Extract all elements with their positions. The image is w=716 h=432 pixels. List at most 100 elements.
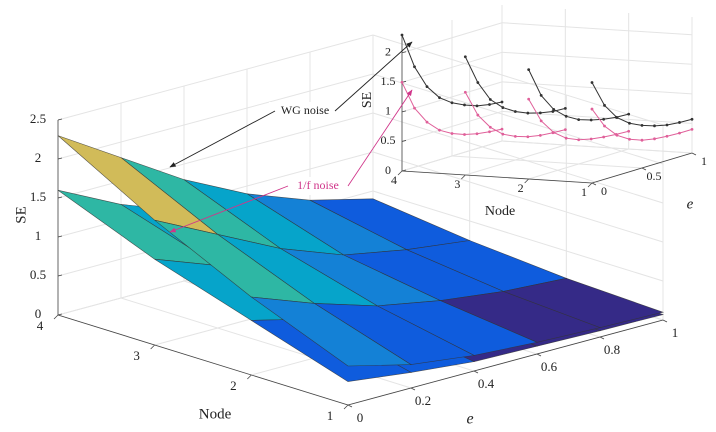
grid-line (451, 155, 643, 169)
z-tick (57, 313, 63, 316)
point (527, 97, 531, 101)
point (463, 55, 467, 59)
point (589, 137, 593, 141)
z-axis-label: SE (13, 206, 29, 224)
point (463, 103, 466, 107)
z-tick (57, 196, 63, 199)
point (513, 134, 517, 138)
point (602, 117, 606, 121)
point (603, 103, 606, 107)
x-tick (150, 344, 155, 350)
point (602, 135, 606, 139)
grid-line (401, 140, 503, 172)
y-tick (691, 152, 697, 156)
point (614, 133, 618, 136)
x-axis (57, 314, 349, 406)
point (665, 134, 669, 138)
x-axis (401, 170, 593, 184)
y-tick-label: 0.4 (478, 376, 495, 391)
point (463, 133, 466, 136)
z-tick (57, 235, 63, 238)
point (425, 85, 429, 89)
point (563, 106, 567, 110)
point (665, 123, 669, 127)
z-tick-label: 0 (35, 306, 42, 321)
point (513, 110, 517, 113)
point (653, 137, 656, 141)
grid-line (372, 190, 664, 282)
y-tick-label: 0.2 (415, 393, 431, 408)
annotation: WG noise (281, 103, 329, 117)
grid-line (372, 73, 664, 165)
y-axis-label: e (687, 196, 694, 212)
point (628, 121, 631, 125)
point (614, 115, 618, 119)
z-tick-label: 1.5 (381, 74, 396, 88)
point (501, 106, 505, 109)
x-tick-label: 1 (327, 408, 334, 423)
z-tick-label: 0.5 (30, 267, 46, 282)
point (628, 137, 631, 141)
point (400, 80, 404, 84)
z-tick (401, 169, 407, 172)
y-tick-label: 0 (601, 184, 607, 198)
point (476, 81, 480, 84)
y-tick (641, 167, 647, 171)
x-tick-label: 2 (230, 378, 237, 393)
point (488, 130, 491, 134)
x-tick-label: 3 (133, 348, 140, 363)
point (475, 132, 479, 136)
y-tick-label: 0 (357, 410, 364, 425)
grid-line (401, 51, 503, 83)
z-tick (57, 118, 63, 121)
z-tick-label: 2 (385, 44, 391, 58)
x-tick-label: 4 (37, 318, 44, 333)
point (551, 131, 555, 135)
x-tick-label: 2 (518, 181, 524, 195)
y-tick-label: 0.8 (604, 342, 620, 357)
point (590, 81, 594, 84)
point (627, 129, 631, 133)
grid-line (501, 81, 693, 95)
point (463, 90, 467, 94)
y-tick (662, 319, 668, 323)
point (450, 101, 454, 105)
point (413, 65, 416, 69)
grid-line (401, 110, 503, 142)
point (500, 100, 504, 104)
y-tick-label: 1 (701, 154, 707, 168)
z-tick (57, 157, 63, 160)
point (488, 103, 491, 106)
point (640, 124, 644, 127)
z-tick-label: 0 (385, 163, 391, 177)
z-tick-label: 1 (35, 228, 42, 243)
grid-line (372, 112, 664, 204)
point (564, 114, 568, 118)
y-axis (347, 319, 664, 406)
x-tick-label: 4 (391, 173, 397, 187)
point (627, 112, 631, 116)
point (488, 98, 492, 101)
point (690, 117, 694, 121)
annotation-arrow (169, 110, 276, 168)
point (400, 33, 404, 37)
grid-line (57, 112, 374, 199)
x-tick (397, 170, 403, 176)
point (475, 104, 479, 108)
z-axis-label: SE (360, 92, 375, 108)
x-tick (247, 374, 252, 380)
point (500, 127, 504, 131)
point (501, 132, 505, 136)
grid-line (401, 22, 503, 54)
point (450, 132, 454, 135)
point (526, 135, 530, 139)
point (538, 133, 542, 137)
z-tick (401, 140, 407, 142)
annotation-box (269, 102, 341, 120)
point (678, 121, 681, 124)
x-tick (587, 182, 593, 188)
point (589, 118, 593, 122)
x-tick-label: 3 (454, 177, 460, 191)
